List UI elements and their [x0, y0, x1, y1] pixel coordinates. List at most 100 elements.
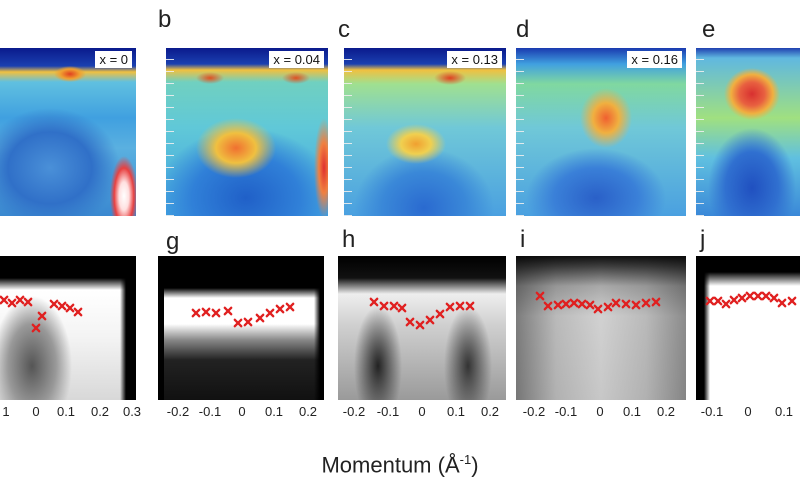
dispersion-marker: [233, 318, 243, 328]
gray-map-f: [0, 256, 136, 400]
arpes-map-a: x = 0: [0, 48, 136, 216]
tick-label: 0.2: [90, 404, 110, 419]
dispersion-marker: [243, 317, 253, 327]
dispersion-marker: [777, 298, 787, 308]
tick-label: -0.1: [198, 404, 222, 419]
dispersion-marker: [0, 295, 9, 305]
dispersion-marker: [23, 297, 33, 307]
dispersion-marker: [593, 304, 603, 314]
y-axis-ticks: [166, 48, 174, 216]
dispersion-marker: [561, 299, 571, 309]
dispersion-marker: [369, 297, 379, 307]
dispersion-marker: [761, 291, 771, 301]
dispersion-marker: [641, 298, 651, 308]
dispersion-marker: [415, 320, 425, 330]
dispersion-marker: [223, 306, 233, 316]
dispersion-marker: [585, 300, 595, 310]
x-axis-label: Momentum (Å-1): [0, 452, 800, 478]
panel-letter-b: b: [158, 6, 172, 33]
x-ticks-g: -0.2 -0.1 0 0.1 0.2: [158, 404, 328, 424]
dispersion-marker: [737, 293, 747, 303]
tick-label: -0.1: [376, 404, 400, 419]
y-axis-ticks: [696, 48, 704, 216]
dispersion-marker: [455, 301, 465, 311]
x-axis-label-exponent: -1: [459, 452, 472, 467]
tick-label: 0.2: [480, 404, 500, 419]
doping-label: x = 0: [95, 51, 132, 68]
x-ticks-f: 1 0 0.1 0.2 0.3: [0, 404, 142, 424]
dispersion-marker: [769, 293, 779, 303]
arpes-map-b: x = 0.04: [166, 48, 328, 216]
dispersion-marker: [435, 309, 445, 319]
dispersion-marker: [611, 298, 621, 308]
dispersion-marker: [787, 296, 797, 306]
dispersion-marker: [275, 304, 285, 314]
dispersion-marker: [721, 299, 731, 309]
arpes-map-e: [696, 48, 800, 216]
tick-label: 0.1: [774, 404, 794, 419]
doping-label: x = 0.04: [269, 51, 324, 68]
panel-letter-d: d: [516, 16, 530, 43]
dispersion-marker: [15, 295, 25, 305]
dispersion-marker: [621, 299, 631, 309]
gray-map-j: [696, 256, 800, 400]
tick-label: 0.2: [298, 404, 318, 419]
dispersion-marker: [445, 302, 455, 312]
dispersion-marker: [57, 301, 67, 311]
tick-label: 0.1: [264, 404, 284, 419]
dispersion-marker: [37, 311, 47, 321]
panel-letter-g: g: [166, 228, 180, 255]
tick-label: -0.2: [166, 404, 190, 419]
panel-letter-j: j: [700, 226, 706, 253]
dispersion-marker: [553, 300, 563, 310]
dispersion-marker: [265, 308, 275, 318]
panel-letter-i: i: [520, 226, 526, 253]
panel-letter-h: h: [342, 226, 356, 253]
tick-label: 0: [238, 404, 246, 419]
x-ticks-i: -0.2 -0.1 0 0.1 0.2: [516, 404, 688, 424]
dispersion-marker: [705, 296, 715, 306]
doping-label: x = 0.13: [447, 51, 502, 68]
dispersion-marker: [379, 301, 389, 311]
dispersion-marker: [7, 298, 17, 308]
tick-label: 0.3: [122, 404, 142, 419]
tick-label: 0.2: [656, 404, 676, 419]
x-axis-label-text: Momentum (Å: [321, 452, 460, 478]
dispersion-marker: [65, 303, 75, 313]
y-axis-ticks: [516, 48, 524, 216]
dispersion-marker: [31, 323, 41, 333]
dispersion-marker: [465, 301, 475, 311]
x-ticks-j: -0.1 0 0.1: [696, 404, 800, 424]
dispersion-marker: [211, 308, 221, 318]
dispersion-marker: [389, 301, 399, 311]
x-ticks-h: -0.2 -0.1 0 0.1 0.2: [338, 404, 508, 424]
tick-label: -0.1: [700, 404, 724, 419]
dispersion-marker: [543, 301, 553, 311]
dispersion-marker: [201, 307, 211, 317]
dispersion-marker: [713, 296, 723, 306]
dispersion-marker: [631, 300, 641, 310]
tick-label: 0.1: [622, 404, 642, 419]
panel-letter-e: e: [702, 16, 716, 43]
dispersion-marker: [603, 302, 613, 312]
arpes-map-d: x = 0.16: [516, 48, 686, 216]
dispersion-marker: [745, 291, 755, 301]
x-axis-label-close: ): [471, 452, 479, 478]
tick-label: 1: [2, 404, 10, 419]
gray-map-i: [516, 256, 686, 400]
dispersion-marker: [577, 299, 587, 309]
tick-label: 0: [418, 404, 426, 419]
dispersion-marker: [73, 307, 83, 317]
dispersion-marker: [569, 298, 579, 308]
dispersion-marker: [753, 291, 763, 301]
tick-label: 0.1: [446, 404, 466, 419]
dispersion-marker: [397, 303, 407, 313]
dispersion-marker: [191, 308, 201, 318]
dispersion-marker: [651, 297, 661, 307]
dispersion-marker: [49, 299, 59, 309]
doping-label: x = 0.16: [627, 51, 682, 68]
arpes-map-c: x = 0.13: [344, 48, 506, 216]
panel-letter-c: c: [338, 16, 350, 43]
tick-label: 0.1: [56, 404, 76, 419]
